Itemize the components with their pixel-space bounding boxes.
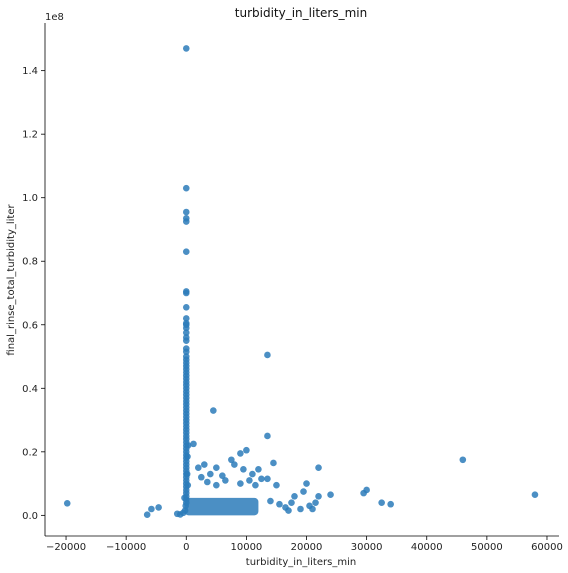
data-point (155, 504, 162, 511)
y-tick-label: 0.8 (22, 257, 38, 268)
data-point (143, 511, 151, 519)
data-point (459, 456, 467, 464)
data-point (288, 499, 295, 506)
data-point (273, 481, 280, 489)
data-point (182, 248, 190, 256)
data-point (182, 337, 190, 344)
data-point (182, 45, 190, 52)
data-point (243, 446, 250, 454)
data-point (63, 499, 71, 507)
y-tick-label: 0.0 (22, 511, 38, 522)
data-point (231, 461, 238, 468)
chart-title: turbidity_in_liters_min (235, 6, 367, 20)
data-point (190, 440, 197, 448)
data-point (297, 505, 304, 513)
data-point (213, 481, 220, 489)
x-tick-label: 0 (183, 542, 189, 553)
data-point (182, 315, 190, 322)
data-point (183, 470, 191, 478)
data-point (182, 502, 189, 510)
data-point (184, 453, 191, 460)
x-ticks: −20000 −10000 0 10000 20000 30000 40000 50000 60… (46, 536, 563, 553)
x-tick-label: −20000 (46, 542, 86, 553)
x-tick-label: 40000 (411, 542, 443, 553)
data-point (198, 473, 205, 481)
data-point (267, 497, 274, 505)
data-point (285, 507, 292, 514)
data-point (378, 499, 385, 506)
data-point (300, 488, 307, 495)
x-tick-label: 10000 (230, 542, 262, 553)
data-point (181, 494, 188, 502)
x-tick-label: 30000 (351, 542, 383, 553)
plot-area (63, 45, 539, 519)
data-point (291, 492, 298, 500)
data-point (264, 351, 271, 359)
y-tick-label: 1.0 (22, 193, 38, 204)
data-point (258, 475, 265, 483)
data-point (315, 464, 322, 472)
data-point (182, 208, 190, 216)
data-point (182, 348, 190, 356)
y-axis-label: final_rinse_total_turbidity_liter (6, 204, 17, 356)
data-point (363, 486, 370, 494)
data-point (228, 456, 235, 464)
data-point (387, 500, 394, 508)
y-tick-label: 0.6 (22, 320, 38, 331)
data-point (264, 475, 271, 483)
y-ticks: 0.0 0.2 0.4 0.6 0.8 1.0 1.2 1.4 (22, 66, 45, 522)
y-tick-label: 0.2 (22, 447, 38, 458)
data-point (246, 477, 253, 484)
x-tick-label: −10000 (106, 542, 146, 553)
x-tick-label: 50000 (471, 542, 503, 553)
data-point (309, 505, 316, 513)
data-point (182, 289, 190, 297)
data-point (237, 450, 244, 457)
dense-point-cluster (184, 497, 259, 516)
data-point (210, 407, 217, 414)
data-point (276, 500, 283, 508)
data-point (270, 459, 277, 467)
data-point (194, 464, 202, 472)
data-point (264, 432, 271, 440)
data-point (219, 472, 226, 479)
data-point (182, 303, 190, 311)
data-point (204, 478, 211, 486)
data-point (303, 480, 310, 487)
data-point (201, 461, 208, 468)
data-point (207, 470, 214, 478)
y-tick-label: 1.2 (22, 130, 38, 141)
data-point (249, 470, 256, 478)
data-point (240, 465, 247, 473)
axes (44, 23, 559, 537)
data-point (252, 481, 259, 489)
data-point (255, 465, 262, 473)
data-point (182, 218, 190, 225)
data-point (222, 477, 229, 484)
data-point (315, 492, 322, 500)
data-point (182, 329, 190, 337)
x-tick-label: 20000 (291, 542, 323, 553)
data-point (182, 184, 190, 192)
data-point (184, 442, 192, 449)
y-offset-label: 1e8 (45, 12, 64, 23)
data-point (237, 480, 244, 487)
data-point (531, 491, 539, 499)
data-point (184, 481, 192, 489)
data-point (327, 491, 334, 499)
data-point (312, 499, 319, 506)
x-axis-label: turbidity_in_liters_min (246, 557, 356, 568)
data-point (182, 324, 190, 332)
data-point (148, 505, 155, 513)
x-tick-label: 60000 (531, 542, 563, 553)
y-tick-label: 1.4 (22, 66, 38, 77)
y-tick-label: 0.4 (22, 384, 38, 395)
data-point (213, 464, 220, 472)
